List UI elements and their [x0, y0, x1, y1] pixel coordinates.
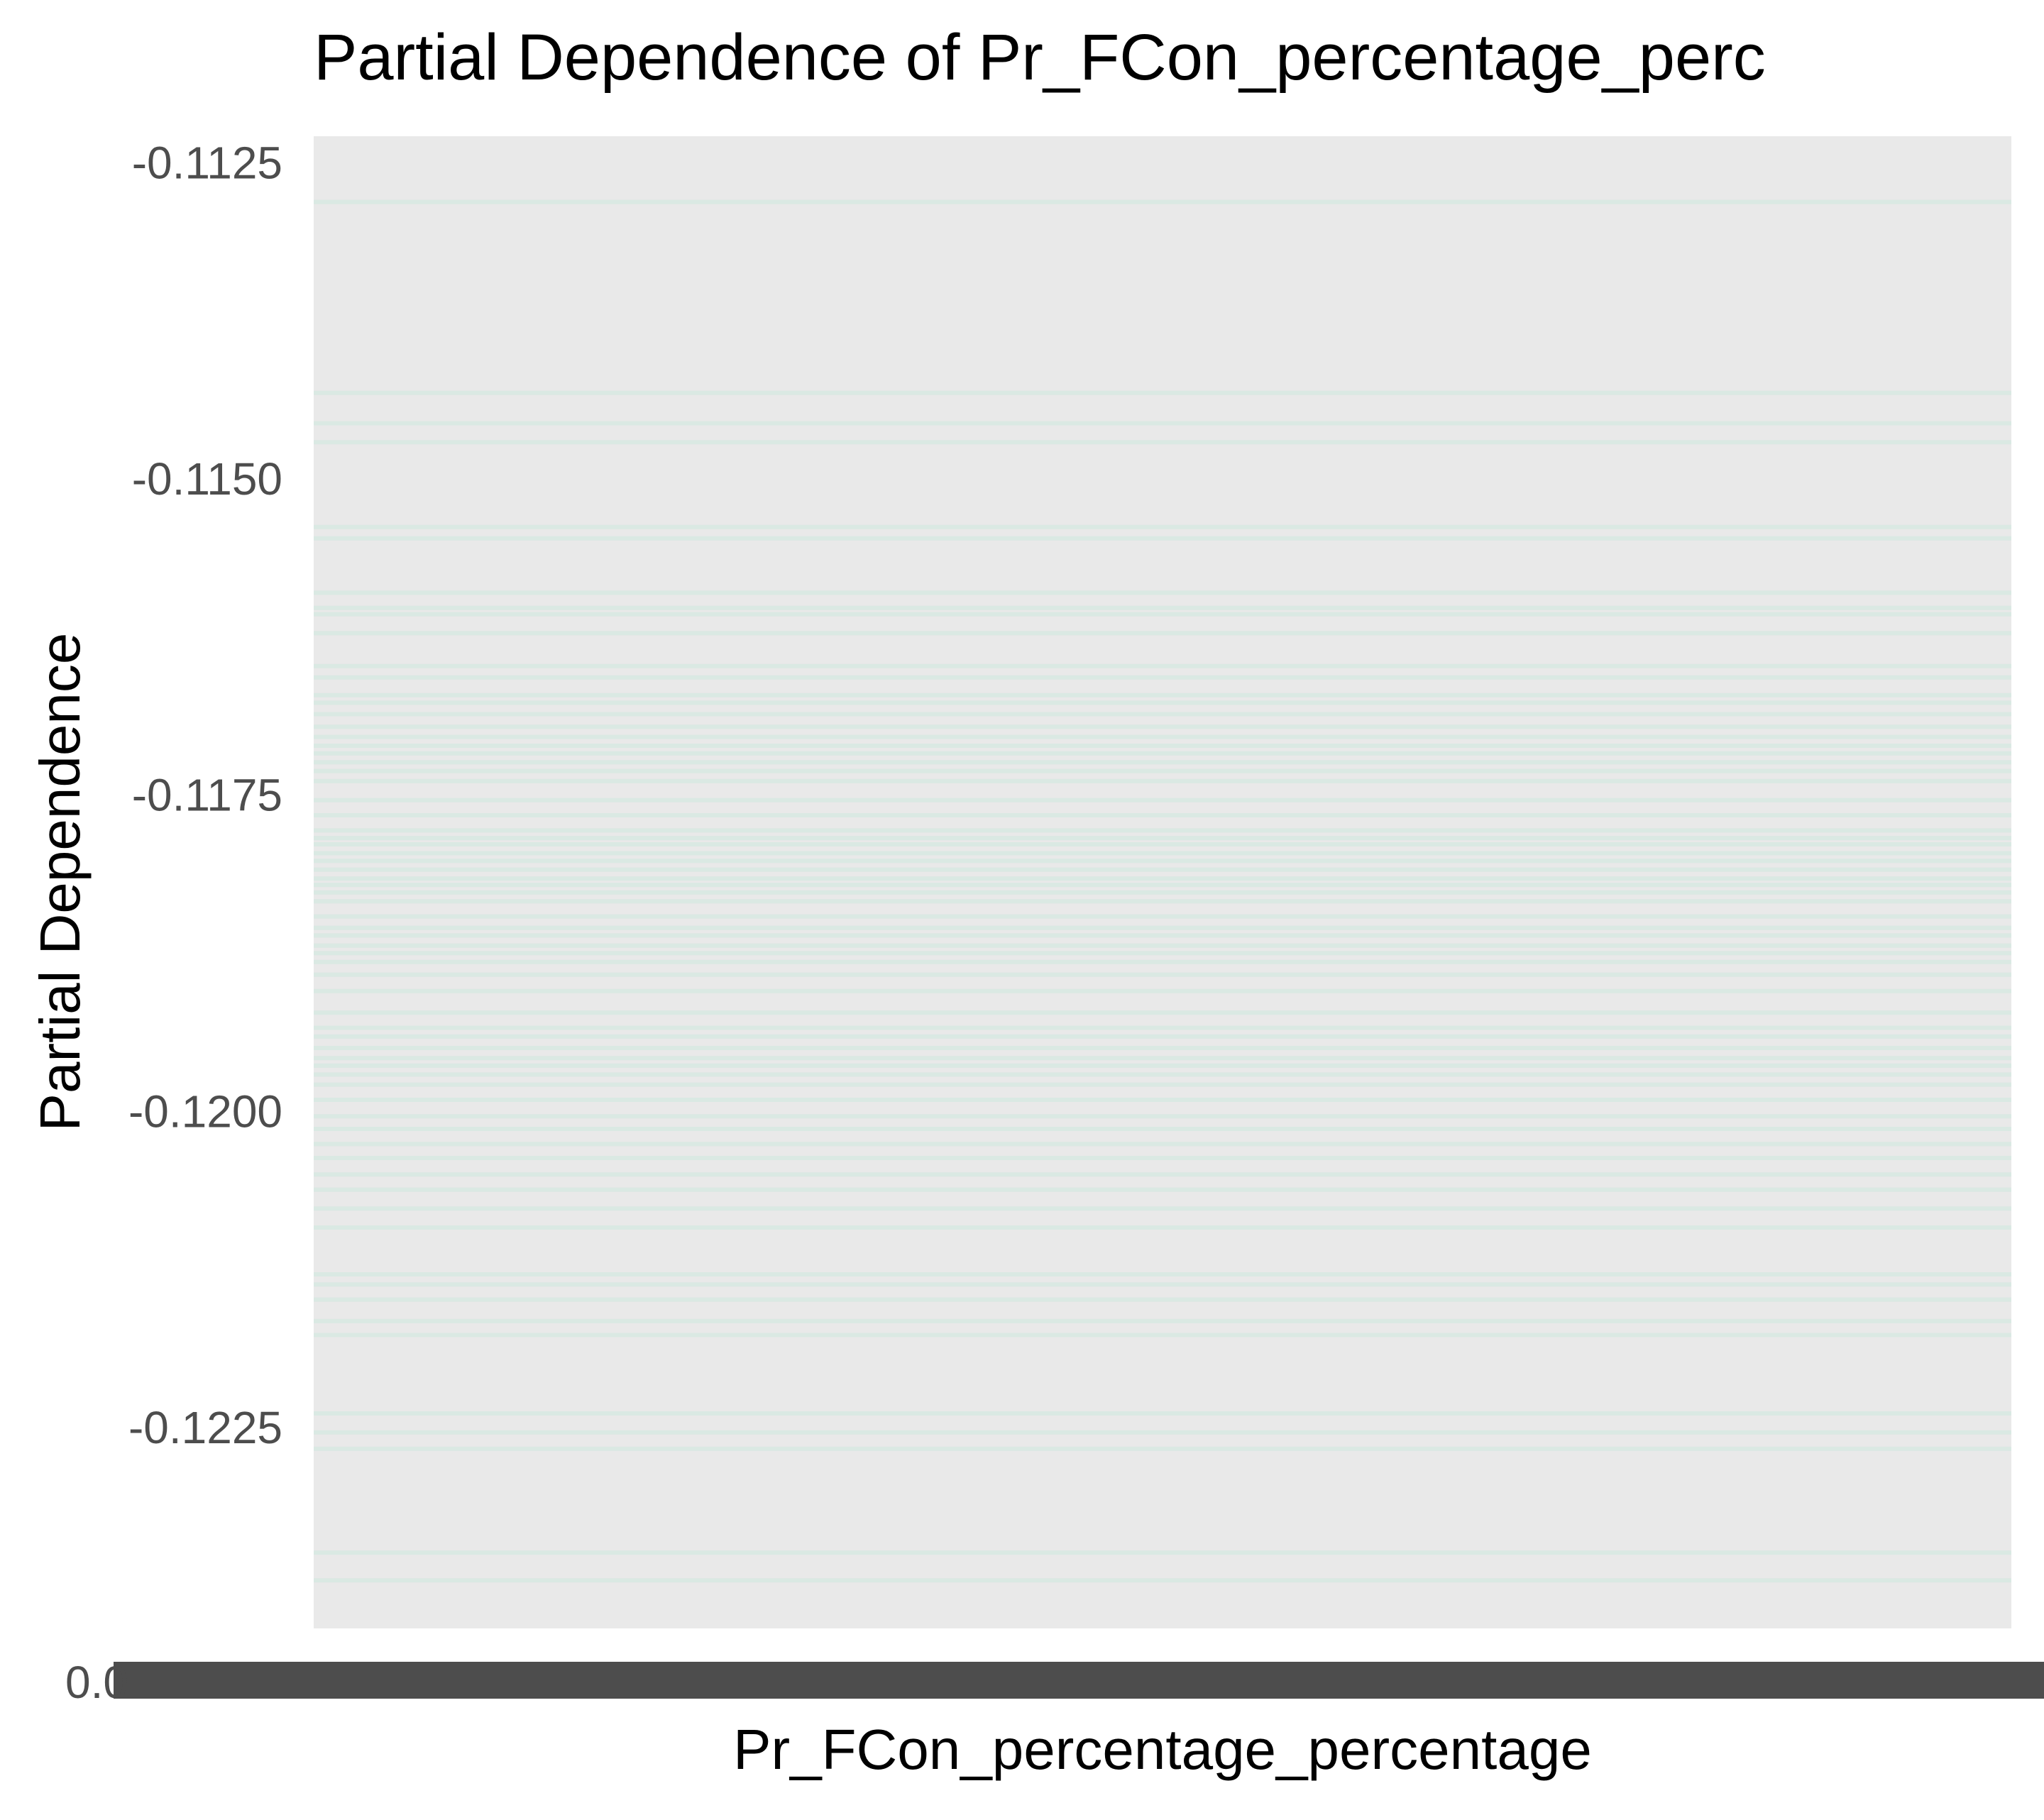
chart-title: Partial Dependence of Pr_FCon_percentage… [314, 21, 1766, 94]
x-axis-label: Pr_FCon_percentage_percentage [733, 1718, 1592, 1781]
x-tick-labels-overplotted [114, 1662, 2044, 1699]
y-tick-label: -0.1225 [128, 1402, 282, 1453]
pd-lines [314, 199, 2011, 1583]
y-axis-ticks: -0.1125 -0.1150 -0.1175 -0.1200 -0.1225 [128, 138, 282, 1453]
y-tick-label: -0.1200 [128, 1086, 282, 1137]
y-tick-label: -0.1150 [132, 453, 282, 504]
plot-panel [314, 136, 2011, 1628]
y-axis-label: Partial Dependence [28, 633, 92, 1132]
y-tick-label: -0.1175 [132, 770, 282, 821]
x-tick-label-first: 0.0 [65, 1657, 128, 1708]
y-tick-label: -0.1125 [132, 138, 282, 189]
x-axis-ticks: 0.0 [65, 1657, 2044, 1708]
